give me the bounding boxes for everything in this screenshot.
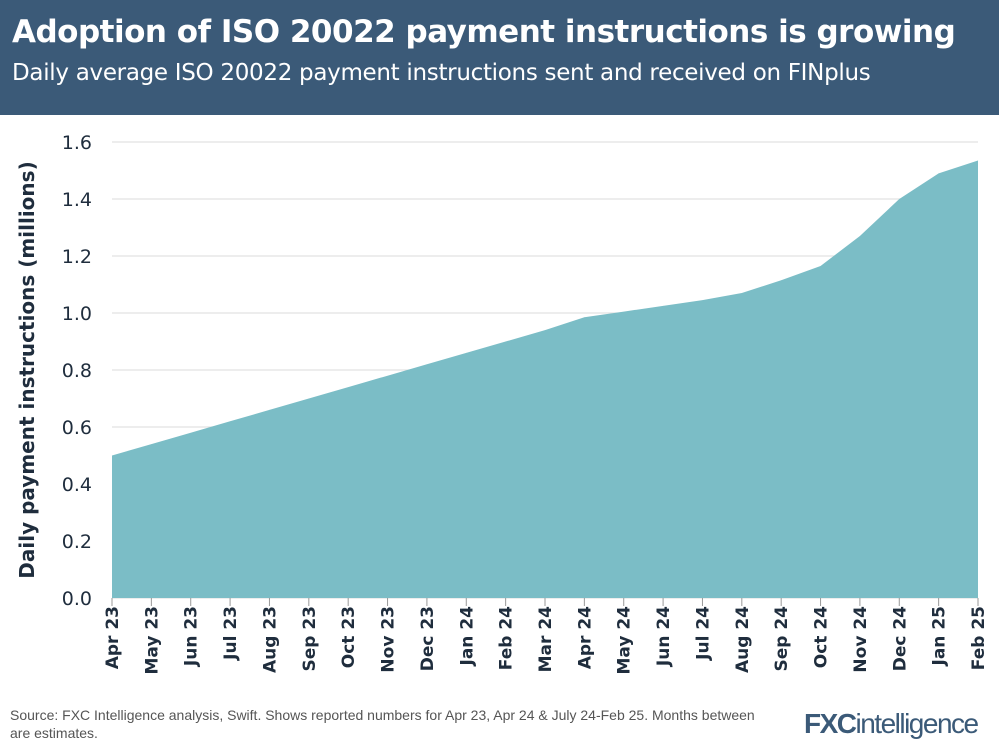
x-tick-label: Dec 23 [418,606,438,671]
x-tick-label: Aug 23 [260,606,280,673]
x-tick-label: May 23 [142,606,162,675]
x-tick-label: Feb 24 [497,606,517,670]
x-tick-label: Feb 25 [969,606,989,670]
x-tick-label: Nov 23 [379,606,399,673]
x-tick-label: Nov 24 [851,606,871,673]
x-tick-label: Oct 23 [339,606,359,668]
x-tick-label: Mar 24 [536,606,556,673]
x-tick-label: Apr 23 [103,606,123,669]
y-tick-label: 0.2 [62,531,92,553]
area-series [112,160,978,598]
x-tick-label: Jan 25 [930,606,950,666]
area-chart: 0.0 0.2 0.4 0.6 0.8 1.0 1.2 1.4 1.6 Apr 23 May 23… [15,132,989,675]
chart-title: Adoption of ISO 20022 payment instructio… [12,14,956,50]
y-tick-label: 1.4 [62,189,92,211]
x-tick-label: Jul 23 [221,606,241,661]
fxc-intelligence-logo: FXCintelligence [804,708,979,739]
x-tick-label: May 24 [615,606,635,675]
y-tick-label: 1.0 [62,303,92,325]
x-tick-label: Sep 23 [300,606,320,672]
y-tick-label: 0.0 [62,588,92,610]
header-banner: Adoption of ISO 20022 payment instructio… [0,0,999,115]
x-tick-label: Dec 24 [890,606,910,671]
chart-subtitle: Daily average ISO 20022 payment instruct… [12,60,871,86]
x-tick-label: Oct 24 [812,606,832,668]
x-tick-label: Sep 24 [772,606,792,672]
source-note: Source: FXC Intelligence analysis, Swift… [10,707,755,741]
y-axis-label: Daily payment instructions (millions) [15,161,39,578]
y-tick-label: 1.2 [62,246,92,268]
x-tick-label: Jun 24 [654,606,674,667]
x-tick-label: Jan 24 [457,606,477,667]
x-tick-label: Apr 24 [575,606,595,669]
y-tick-label: 0.8 [62,360,92,382]
x-tick-label: Jul 24 [693,606,713,661]
x-tick-label: Aug 24 [733,606,753,673]
y-tick-label: 1.6 [62,132,92,154]
x-tick-label: Jun 23 [182,606,202,667]
y-tick-label: 0.4 [62,474,92,496]
y-tick-label: 0.6 [62,417,92,439]
